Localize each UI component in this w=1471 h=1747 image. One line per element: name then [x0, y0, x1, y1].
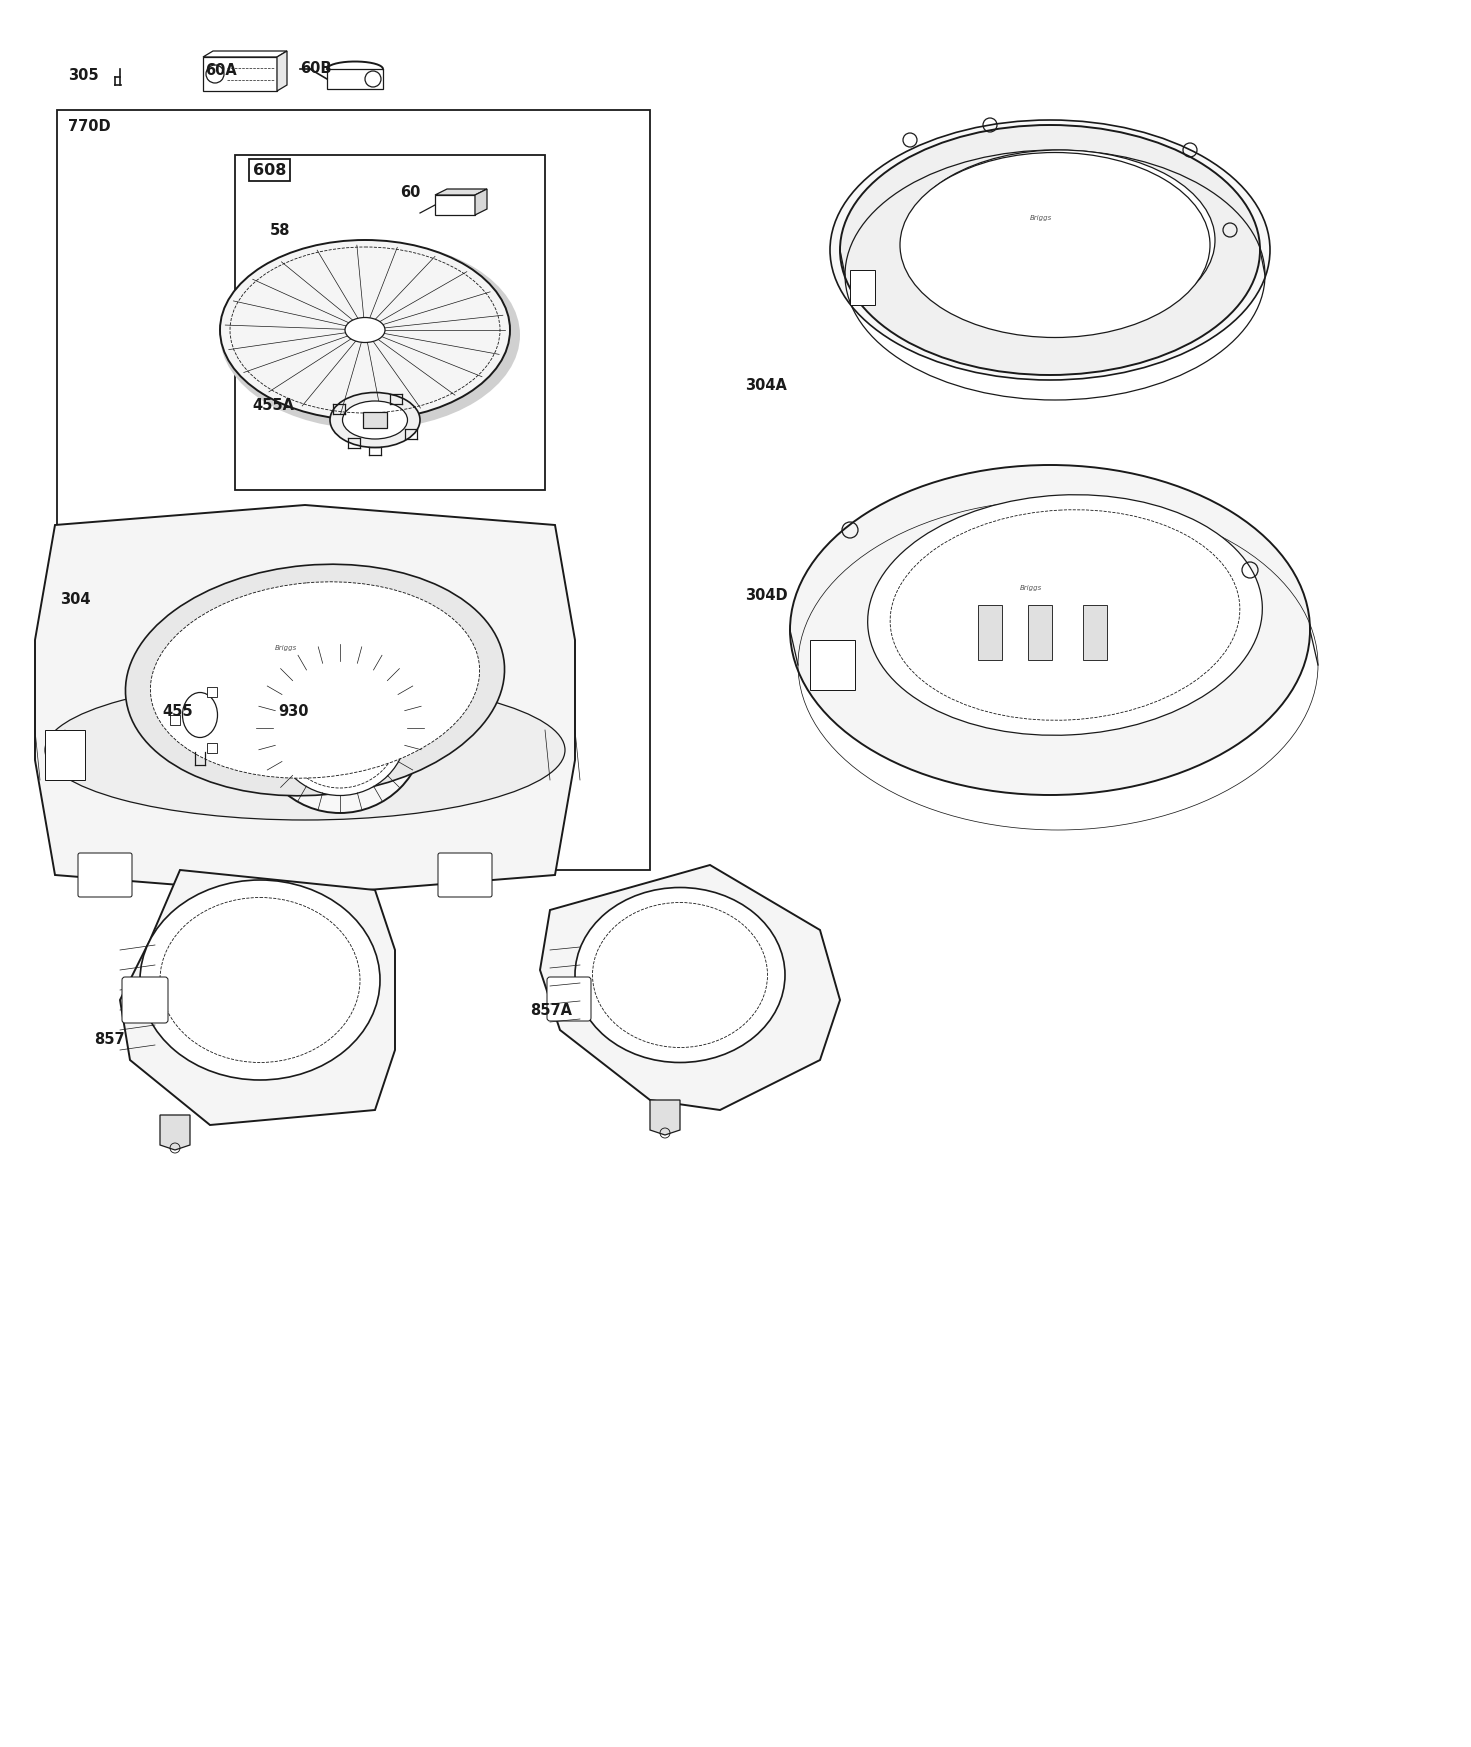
Text: 60A: 60A	[204, 63, 237, 77]
Polygon shape	[203, 51, 287, 58]
Ellipse shape	[830, 121, 1269, 381]
Bar	[207, 687, 218, 697]
Text: 455: 455	[162, 704, 193, 720]
Text: 60: 60	[400, 185, 421, 199]
Text: 770D: 770D	[68, 119, 110, 133]
Polygon shape	[35, 505, 575, 894]
Polygon shape	[475, 189, 487, 215]
Text: 608: 608	[253, 162, 287, 178]
Text: 304D: 304D	[744, 589, 787, 603]
Ellipse shape	[575, 887, 786, 1062]
Text: Briggs: Briggs	[1030, 215, 1052, 222]
Ellipse shape	[905, 150, 1215, 330]
Ellipse shape	[221, 239, 510, 419]
Ellipse shape	[900, 152, 1211, 337]
Polygon shape	[160, 1115, 190, 1150]
Ellipse shape	[46, 680, 565, 819]
Polygon shape	[277, 51, 287, 91]
Text: 455A: 455A	[252, 398, 294, 412]
Ellipse shape	[150, 582, 480, 777]
Polygon shape	[435, 196, 475, 215]
Text: Briggs: Briggs	[1019, 585, 1043, 590]
Bar	[235, 155, 544, 489]
Text: 305: 305	[68, 68, 99, 82]
FancyBboxPatch shape	[122, 977, 168, 1024]
Ellipse shape	[182, 692, 218, 737]
Bar	[1083, 604, 1108, 660]
Ellipse shape	[790, 465, 1311, 795]
Text: 304: 304	[60, 592, 91, 608]
Bar	[1028, 604, 1052, 660]
Ellipse shape	[346, 318, 385, 342]
Text: 58: 58	[271, 222, 290, 238]
Ellipse shape	[175, 688, 225, 753]
Bar	[57, 110, 650, 870]
Ellipse shape	[140, 880, 380, 1080]
FancyBboxPatch shape	[78, 853, 132, 896]
Text: 857A: 857A	[530, 1003, 572, 1017]
Ellipse shape	[221, 241, 521, 430]
Bar	[978, 604, 1002, 660]
Text: Briggs: Briggs	[275, 645, 297, 652]
Bar	[207, 742, 218, 753]
Polygon shape	[850, 271, 875, 306]
Bar	[171, 715, 179, 725]
Polygon shape	[650, 1101, 680, 1136]
Ellipse shape	[272, 660, 407, 795]
Text: 857: 857	[94, 1032, 125, 1048]
Polygon shape	[540, 865, 840, 1109]
Polygon shape	[327, 68, 382, 89]
Polygon shape	[46, 730, 85, 779]
FancyBboxPatch shape	[547, 977, 591, 1020]
Text: 930: 930	[278, 704, 309, 720]
Polygon shape	[203, 58, 277, 91]
Polygon shape	[121, 870, 396, 1125]
Polygon shape	[811, 639, 855, 690]
Ellipse shape	[343, 402, 407, 438]
FancyBboxPatch shape	[438, 853, 491, 896]
Ellipse shape	[254, 643, 425, 812]
Text: 60B: 60B	[300, 61, 331, 75]
Polygon shape	[435, 189, 487, 196]
Ellipse shape	[840, 126, 1261, 376]
Ellipse shape	[868, 494, 1262, 735]
Text: 304A: 304A	[744, 377, 787, 393]
Ellipse shape	[330, 393, 421, 447]
Ellipse shape	[125, 564, 505, 795]
Bar	[363, 412, 387, 428]
